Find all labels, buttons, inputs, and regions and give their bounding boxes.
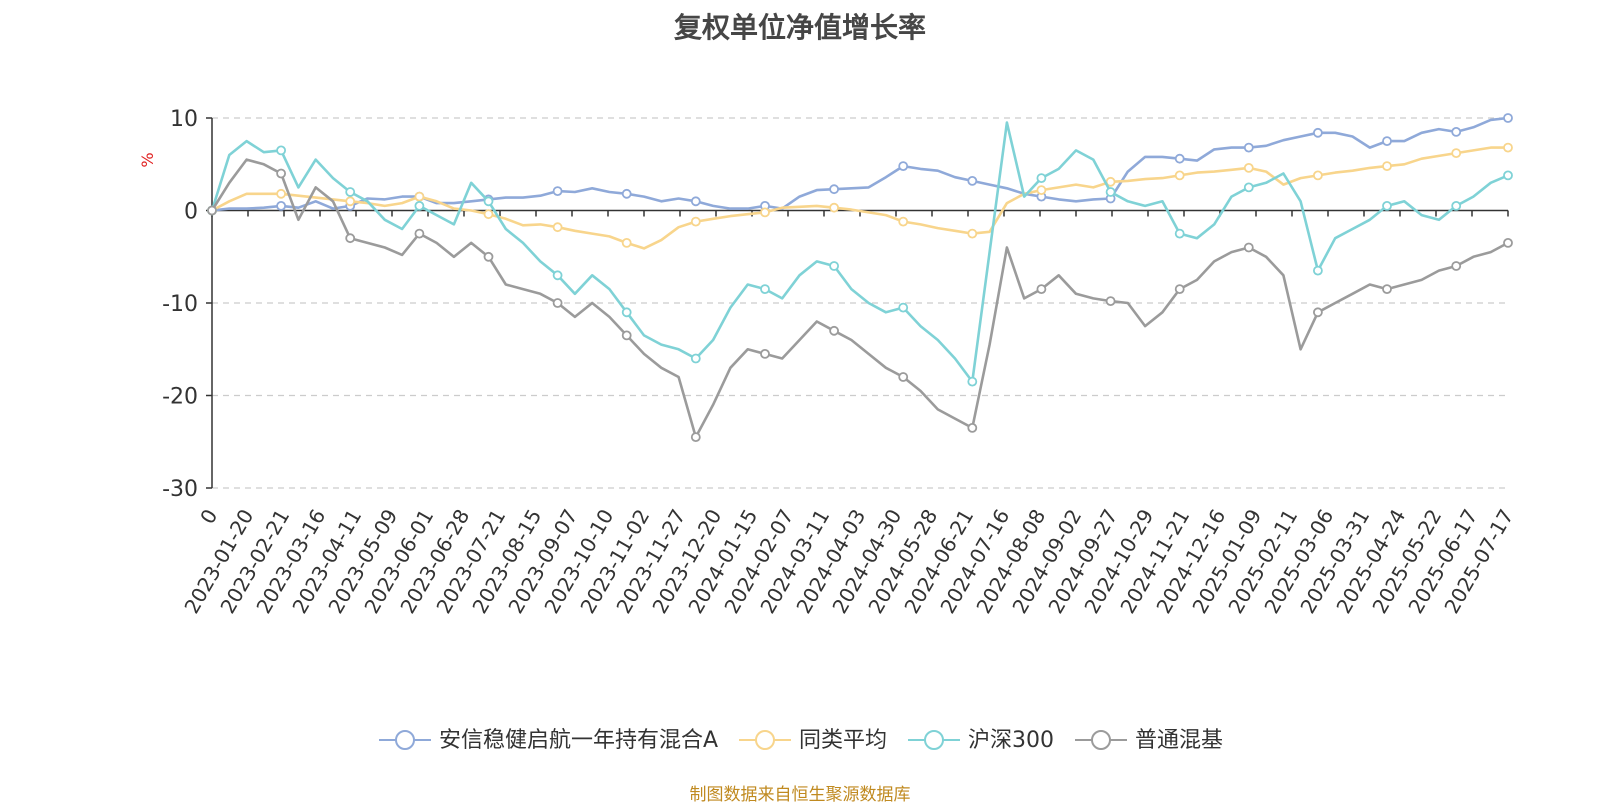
series-point bbox=[207, 205, 217, 216]
axes: 100-10-20-3002023-01-202023-02-212023-03… bbox=[162, 107, 1518, 618]
series-point bbox=[898, 216, 909, 227]
series-point bbox=[345, 187, 356, 197]
series-point bbox=[276, 168, 287, 179]
series-point bbox=[1451, 261, 1462, 271]
series-point bbox=[690, 432, 701, 443]
legend-item-csi300[interactable]: 沪深300 bbox=[906, 722, 1054, 754]
series-point bbox=[898, 161, 909, 172]
series-point bbox=[690, 216, 701, 227]
legend: 安信稳健启航一年持有混合A 同类平均 沪深300 普通混基 bbox=[0, 722, 1600, 754]
series-point bbox=[1036, 284, 1047, 295]
series-point bbox=[1313, 307, 1323, 318]
series-point bbox=[414, 191, 425, 202]
legend-label: 沪深300 bbox=[968, 728, 1055, 753]
series-line bbox=[211, 146, 1508, 250]
series-point bbox=[829, 202, 839, 213]
series-point bbox=[1243, 182, 1254, 193]
series-point bbox=[1503, 237, 1513, 248]
series-point bbox=[829, 261, 839, 271]
series-point bbox=[1243, 162, 1254, 173]
series-point bbox=[1036, 185, 1047, 196]
series-point bbox=[345, 196, 356, 207]
legend-label: 安信稳健启航一年持有混合A bbox=[438, 728, 719, 753]
series-point bbox=[967, 422, 978, 433]
series-point bbox=[1503, 170, 1513, 181]
x-tick-label: 0 bbox=[195, 505, 222, 528]
series-point bbox=[1174, 228, 1185, 239]
series-line bbox=[210, 121, 1509, 383]
series-point bbox=[967, 175, 978, 186]
legend-label: 同类平均 bbox=[799, 728, 888, 753]
series-point bbox=[1382, 136, 1392, 147]
series-point bbox=[1382, 284, 1392, 295]
series-point bbox=[276, 200, 287, 211]
series-point bbox=[967, 228, 978, 239]
series-point bbox=[1313, 127, 1323, 138]
series-point bbox=[967, 376, 978, 387]
series-point bbox=[483, 209, 494, 220]
legend-marker-icon bbox=[908, 730, 961, 750]
series-line bbox=[210, 158, 1509, 439]
series-lines bbox=[207, 113, 1513, 443]
source-note: 制图数据来自恒生聚源数据库 bbox=[689, 785, 911, 805]
series-point bbox=[414, 228, 425, 239]
y-tick-label: -30 bbox=[162, 477, 198, 502]
series-point bbox=[1451, 148, 1462, 159]
series-point bbox=[898, 302, 909, 313]
legend-item-fund[interactable]: 安信稳健启航一年持有混合A bbox=[377, 722, 718, 754]
series-point bbox=[1503, 142, 1513, 153]
series-point bbox=[1503, 113, 1513, 123]
series-point bbox=[1036, 173, 1047, 184]
legend-marker-icon bbox=[1075, 730, 1128, 750]
y-tick-label: -10 bbox=[162, 292, 198, 317]
series-point bbox=[760, 207, 770, 218]
series-point bbox=[760, 284, 770, 295]
series-point bbox=[621, 330, 632, 341]
legend-item-category-average[interactable]: 同类平均 bbox=[737, 722, 887, 754]
series-point bbox=[1451, 126, 1462, 137]
series-point bbox=[345, 233, 356, 244]
series-point bbox=[1174, 284, 1185, 295]
series-point bbox=[1243, 242, 1254, 253]
series-point bbox=[1313, 265, 1323, 276]
chart-title: 复权单位净值增长率 bbox=[673, 11, 926, 44]
series-point bbox=[1382, 200, 1392, 211]
series-point bbox=[276, 145, 287, 156]
y-tick-label: 0 bbox=[184, 200, 198, 225]
series-point bbox=[1174, 153, 1185, 164]
legend-label: 普通混基 bbox=[1135, 728, 1224, 753]
series-point bbox=[898, 372, 909, 382]
series-point bbox=[621, 188, 632, 199]
series-point bbox=[760, 348, 770, 359]
legend-marker-icon bbox=[378, 730, 431, 750]
series-point bbox=[621, 237, 632, 248]
series-point bbox=[552, 186, 563, 197]
series-point bbox=[552, 298, 563, 308]
series-point bbox=[276, 188, 287, 199]
series-point bbox=[1174, 170, 1185, 181]
series-point bbox=[1451, 200, 1462, 211]
y-tick-label: 10 bbox=[170, 107, 198, 132]
series-point bbox=[1243, 142, 1254, 153]
series-point bbox=[829, 184, 839, 195]
legend-item-hybrid-funds[interactable]: 普通混基 bbox=[1073, 722, 1223, 754]
series-point bbox=[552, 222, 563, 233]
series-point bbox=[829, 325, 839, 336]
legend-marker-icon bbox=[739, 730, 792, 750]
series-point bbox=[1382, 161, 1392, 172]
series-point bbox=[483, 196, 494, 207]
grid-lines bbox=[212, 117, 1508, 489]
series-point bbox=[690, 196, 701, 207]
series-point bbox=[483, 251, 494, 262]
series-point bbox=[690, 353, 701, 364]
y-tick-label: -20 bbox=[162, 385, 198, 410]
series-point bbox=[1313, 170, 1323, 181]
series-point bbox=[552, 270, 563, 281]
series-point bbox=[414, 200, 425, 211]
series-point bbox=[1105, 187, 1116, 197]
series-point bbox=[621, 307, 632, 318]
y-axis-unit-label: % bbox=[138, 152, 157, 167]
series-point bbox=[1105, 296, 1116, 307]
